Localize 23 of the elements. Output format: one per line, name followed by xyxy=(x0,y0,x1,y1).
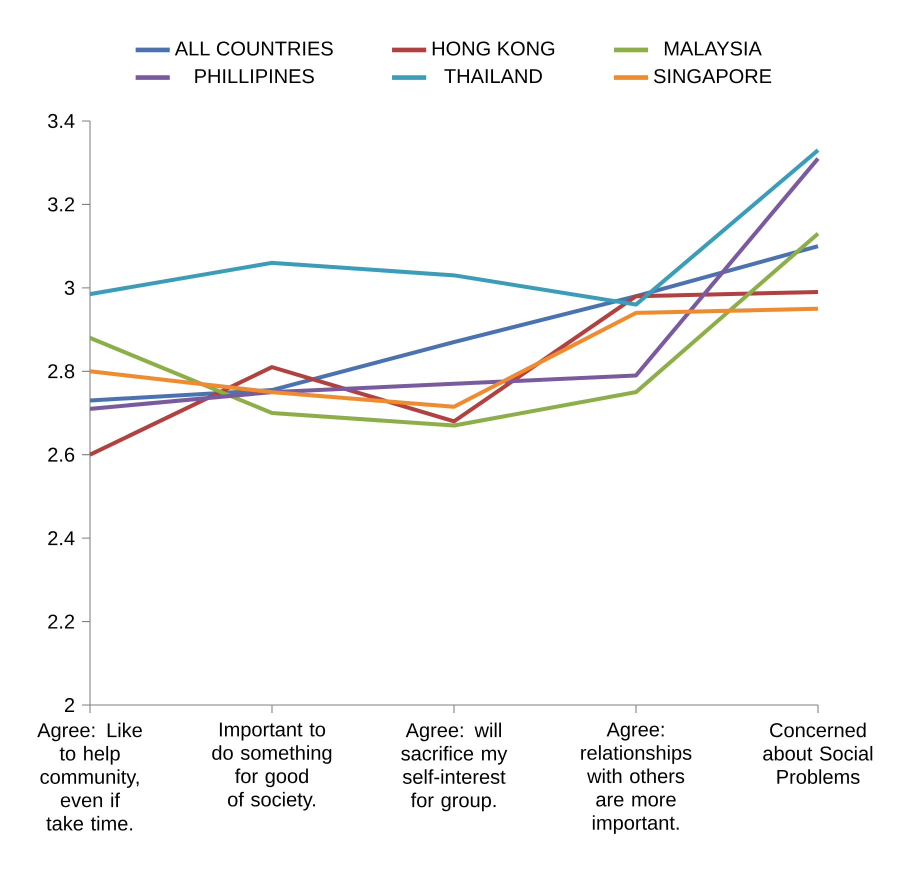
line-series xyxy=(88,156,820,411)
legend-label: MALAYSIA xyxy=(664,41,762,56)
y-tick-label: 3.2 xyxy=(48,197,74,212)
y-tick-label: 2.4 xyxy=(48,531,74,546)
legend-label: PHILLIPINES xyxy=(195,69,314,84)
y-tick-label: 3 xyxy=(64,280,74,295)
line-series xyxy=(88,232,820,428)
y-tick-label: 2.6 xyxy=(48,448,74,462)
y-tick-label: 2.2 xyxy=(48,614,74,629)
legend-label: SINGAPORE xyxy=(654,69,772,84)
y-tick-label: 2 xyxy=(64,698,74,712)
line-series xyxy=(88,148,820,307)
x-tick-label: Concerned about Social Problems xyxy=(763,722,872,784)
legend-label: THAILAND xyxy=(444,69,542,83)
x-tick-label: Agree: will sacrifice my self-interest for group. xyxy=(401,722,508,812)
legend-label: ALL COUNTRIES xyxy=(174,41,333,56)
legend-label: HONG KONG xyxy=(432,41,554,56)
y-tick-label: 2.8 xyxy=(48,364,74,378)
x-tick-label: Important to do something for good of society. xyxy=(212,722,332,810)
y-tick-label: 3.4 xyxy=(48,114,74,128)
x-tick-label: Agree: relationships with others are more important. xyxy=(581,722,692,834)
line-series xyxy=(88,306,820,409)
x-tick-label: Agree: Like to help community, even if take time. xyxy=(37,722,142,831)
